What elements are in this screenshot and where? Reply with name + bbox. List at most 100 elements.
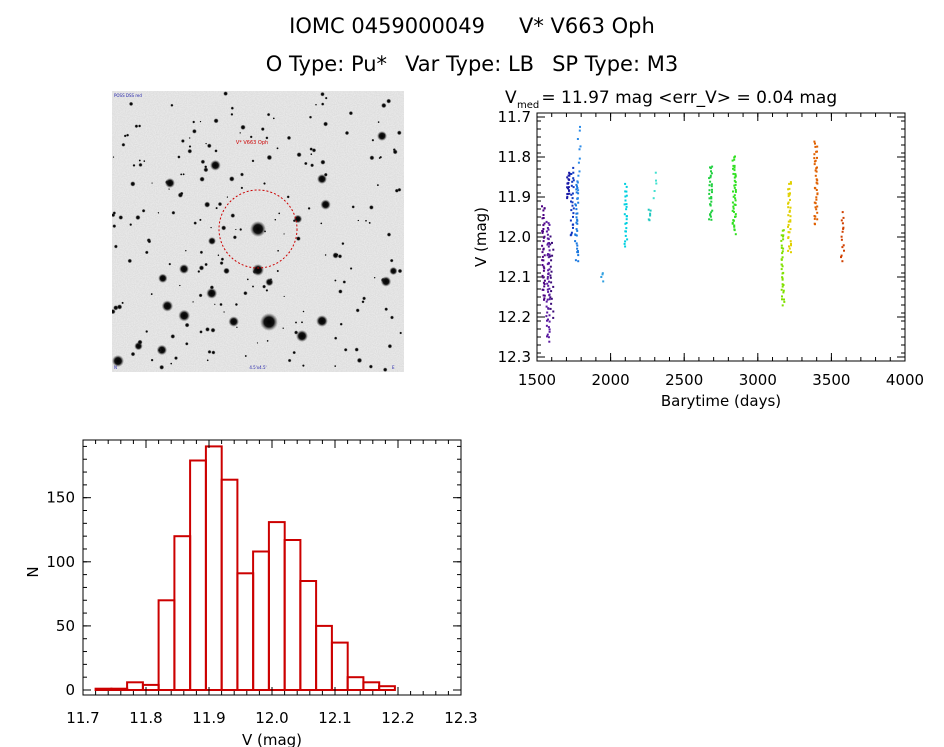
finder-star: [307, 206, 311, 210]
lc-data-point: [708, 218, 711, 221]
lc-data-point: [781, 295, 783, 298]
lc-data-point: [709, 180, 712, 183]
lc-data-point: [814, 145, 817, 148]
finder-star: [229, 176, 235, 182]
lc-data-point: [578, 170, 581, 173]
lc-data-point: [575, 221, 578, 224]
lc-data-point: [842, 244, 845, 247]
lc-data-point: [782, 247, 785, 250]
lc-data-point: [731, 201, 734, 204]
finder-star: [156, 344, 168, 356]
lc-data-point: [625, 205, 628, 208]
lc-data-point: [542, 214, 545, 216]
lc-data-point: [781, 265, 784, 268]
finder-star: [199, 176, 205, 182]
finder-star: [158, 273, 168, 283]
finder-star: [230, 112, 234, 116]
lc-data-point: [814, 215, 817, 218]
lc-data-point: [709, 204, 712, 207]
finder-star: [199, 330, 203, 334]
lc-title-prefix: V: [505, 88, 517, 108]
lc-data-point: [575, 208, 578, 211]
hist-y-tick-label: 150: [46, 489, 75, 507]
lc-data-point: [571, 223, 574, 226]
lc-data-point: [568, 189, 570, 192]
finder-star: [302, 364, 305, 367]
lc-data-point: [577, 174, 580, 177]
lc-data-point: [548, 298, 551, 301]
lc-data-point: [549, 307, 552, 310]
lc-data-point: [575, 228, 578, 231]
lc-data-point: [548, 242, 551, 244]
lc-x-label: Barytime (days): [661, 392, 781, 410]
lc-data-point: [546, 227, 549, 229]
lc-data-point: [575, 242, 578, 245]
lc-data-point: [567, 187, 569, 190]
finder-star: [192, 128, 197, 134]
lc-data-point: [782, 235, 784, 238]
lc-data-point: [566, 186, 569, 189]
lc-data-point: [548, 249, 551, 252]
lc-data-point: [547, 238, 550, 241]
lc-data-point: [545, 300, 548, 303]
finder-star: [302, 310, 305, 313]
finder-star: [263, 182, 266, 185]
lc-data-point: [542, 269, 545, 272]
lc-data-point: [790, 251, 792, 254]
lc-data-point: [623, 213, 626, 216]
finder-star: [178, 284, 181, 287]
finder-star: [355, 308, 360, 313]
lc-data-point: [787, 214, 790, 217]
lc-data-point: [549, 296, 552, 299]
finder-star: [127, 258, 133, 264]
finder-star: [339, 322, 343, 326]
lc-data-point: [790, 244, 792, 247]
lc-data-point: [552, 285, 555, 288]
lc-data-point: [710, 185, 713, 188]
lc-data-point: [549, 235, 552, 238]
finder-star: [250, 221, 266, 237]
lc-data-point: [814, 169, 817, 172]
lc-data-point: [550, 302, 553, 305]
finder-star: [228, 316, 239, 327]
finder-star: [130, 351, 136, 357]
lc-data-point: [787, 249, 790, 252]
lc-data-point: [816, 218, 819, 221]
lc-data-point: [623, 203, 626, 206]
lc-data-point: [576, 244, 579, 247]
lc-data-point: [545, 220, 548, 223]
finder-star: [377, 131, 387, 141]
hist-x-tick-label: 11.8: [129, 709, 162, 727]
finder-star: [210, 327, 216, 333]
finder-star: [351, 205, 355, 209]
lc-data-point: [816, 205, 819, 208]
finder-star: [200, 159, 206, 165]
lc-data-point: [816, 145, 819, 148]
finder-star: [320, 199, 331, 210]
lc-data-point: [543, 294, 546, 297]
lc-data-point: [708, 184, 711, 187]
lc-data-point: [655, 182, 658, 185]
finder-star: [143, 160, 146, 163]
hist-bars: [94, 445, 396, 692]
lc-data-point: [733, 156, 736, 159]
lc-data-point: [575, 212, 578, 215]
lc-data-point: [734, 190, 737, 193]
finder-star: [198, 293, 203, 298]
finder-star: [147, 239, 152, 244]
lc-data-point: [574, 240, 577, 243]
lc-data-point: [548, 320, 551, 323]
lc-data-point: [733, 203, 736, 206]
lc-data-point: [841, 211, 844, 214]
lc-data-point: [578, 157, 581, 160]
lc-data-point: [542, 281, 545, 284]
lc-data-point: [572, 186, 575, 189]
lc-data-point: [815, 167, 818, 170]
finder-star: [324, 96, 328, 100]
lc-data-point: [787, 223, 790, 226]
lc-data-point: [734, 181, 737, 184]
lc-data-point: [624, 245, 627, 248]
lc-data-point: [576, 229, 579, 232]
finder-star: [206, 143, 212, 149]
lc-data-point: [708, 197, 711, 200]
